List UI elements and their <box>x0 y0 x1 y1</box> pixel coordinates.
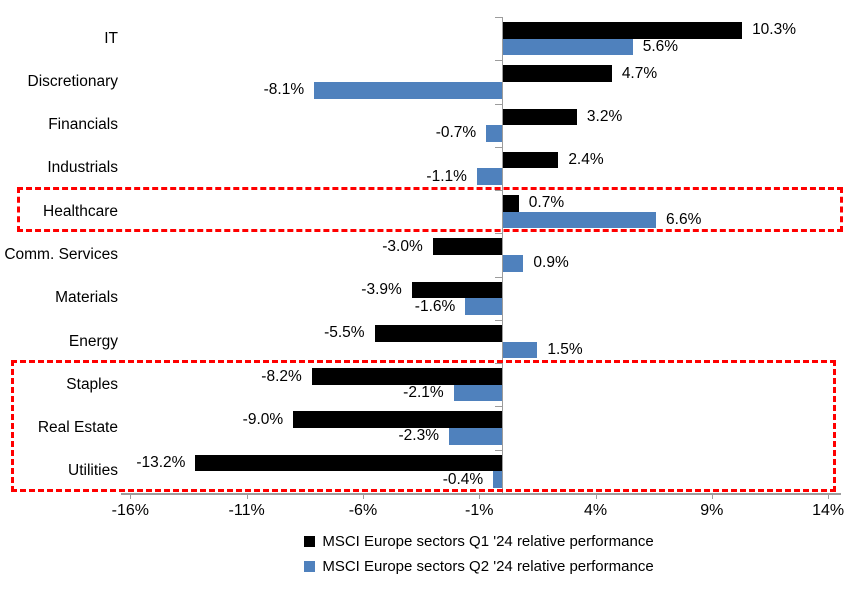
x-axis-tick-label: -6% <box>348 502 378 519</box>
y-axis-tick <box>494 449 502 451</box>
legend-label-q2: MSCI Europe sectors Q2 '24 relative perf… <box>322 558 654 575</box>
x-axis-line <box>121 493 841 495</box>
bar-q2-it <box>502 38 633 56</box>
value-label-q1-staples: -8.2% <box>261 367 302 385</box>
bar-q2-real-estate <box>449 428 503 445</box>
bar-q1-real-estate <box>293 411 503 429</box>
legend-item-q2: MSCI Europe sectors Q2 '24 relative perf… <box>304 558 654 575</box>
y-axis-tick <box>494 190 502 192</box>
x-axis-tick <box>828 493 830 499</box>
value-label-q1-financials: 3.2% <box>586 107 623 125</box>
x-axis-tick-label: 9% <box>700 502 724 519</box>
value-label-q2-real-estate: -2.3% <box>398 427 440 445</box>
value-label-q2-materials: -1.6% <box>414 297 456 315</box>
x-axis-tick <box>595 493 597 499</box>
value-label-q2-discretionary: -8.1% <box>263 81 305 99</box>
bar-q2-materials <box>465 298 503 315</box>
y-axis-tick <box>494 60 502 62</box>
bar-q1-industrials <box>502 151 559 169</box>
value-label-q1-utilities: -13.2% <box>136 454 186 472</box>
value-label-q2-industrials: -1.1% <box>426 167 467 185</box>
value-label-q2-energy: 1.5% <box>547 340 583 358</box>
y-axis-tick <box>494 363 502 365</box>
bar-q1-financials <box>502 108 577 126</box>
category-label-industrials: Industrials <box>47 159 118 177</box>
value-label-q2-staples: -2.1% <box>403 384 444 402</box>
category-label-comm-services: Comm. Services <box>4 245 118 263</box>
healthcare-highlight-box <box>17 187 843 233</box>
bar-q1-utilities <box>195 454 503 472</box>
bar-q2-financials <box>486 125 503 142</box>
category-label-staples: Staples <box>66 375 118 393</box>
category-label-discretionary: Discretionary <box>27 72 118 90</box>
x-axis-tick <box>711 493 713 499</box>
x-axis-tick <box>362 493 364 499</box>
x-axis-tick-label: 4% <box>583 502 608 519</box>
y-axis-tick <box>494 406 502 408</box>
category-label-financials: Financials <box>48 116 118 134</box>
bar-q1-healthcare <box>502 195 519 212</box>
category-label-energy: Energy <box>68 332 118 350</box>
legend-item-q1: MSCI Europe sectors Q1 '24 relative perf… <box>304 533 654 550</box>
x-axis-tick-label: -16% <box>111 502 150 519</box>
bar-q2-discretionary <box>314 81 503 99</box>
category-label-it: IT <box>104 29 118 47</box>
x-axis-tick <box>130 493 132 499</box>
category-label-materials: Materials <box>55 289 118 307</box>
bar-q2-industrials <box>476 168 503 186</box>
bar-q2-staples <box>453 384 503 402</box>
legend-swatch-q2-icon <box>304 561 316 572</box>
value-label-q1-materials: -3.9% <box>361 280 402 298</box>
y-axis-tick <box>494 103 502 105</box>
x-axis-tick-label: 14% <box>812 502 845 519</box>
value-label-q2-healthcare: 6.6% <box>666 211 702 229</box>
x-axis-tick <box>246 493 248 499</box>
bar-q2-energy <box>502 341 538 359</box>
defensives-highlight-box <box>11 360 836 492</box>
bar-q1-comm-services <box>432 238 503 255</box>
bar-q1-it <box>502 22 743 39</box>
y-axis-tick <box>494 17 502 18</box>
y-axis-tick <box>494 319 502 321</box>
value-label-q2-utilities: -0.4% <box>442 470 484 488</box>
legend-swatch-q1-icon <box>304 536 316 547</box>
value-label-q1-real-estate: -9.0% <box>242 410 284 428</box>
value-label-q1-energy: -5.5% <box>324 324 365 342</box>
value-label-q1-it: 10.3% <box>752 21 797 39</box>
legend-label-q1: MSCI Europe sectors Q1 '24 relative perf… <box>322 533 654 550</box>
bar-q2-comm-services <box>502 255 524 272</box>
x-axis-tick-label: -11% <box>228 502 265 519</box>
bar-q1-energy <box>374 324 503 342</box>
category-label-utilities: Utilities <box>68 462 118 480</box>
category-label-real-estate: Real Estate <box>37 419 118 437</box>
value-label-q2-it: 5.6% <box>642 37 679 55</box>
value-label-q1-industrials: 2.4% <box>568 151 604 169</box>
value-label-q1-healthcare: 0.7% <box>528 194 565 212</box>
bar-q2-healthcare <box>502 211 657 229</box>
x-axis-tick-label: -1% <box>465 502 494 519</box>
bar-q2-utilities <box>493 471 503 488</box>
y-axis-tick <box>494 233 502 235</box>
y-axis-line <box>501 17 503 493</box>
y-axis-tick <box>494 146 502 148</box>
y-axis-tick <box>494 276 502 278</box>
category-label-healthcare: Healthcare <box>43 202 118 220</box>
value-label-q2-comm-services: 0.9% <box>533 254 569 272</box>
bar-q1-staples <box>311 368 503 385</box>
bar-q1-discretionary <box>502 65 612 82</box>
bar-q1-materials <box>411 281 503 299</box>
value-label-q2-financials: -0.7% <box>435 124 477 142</box>
value-label-q1-comm-services: -3.0% <box>382 237 423 255</box>
x-axis-tick <box>479 493 481 499</box>
value-label-q1-discretionary: 4.7% <box>621 64 658 82</box>
chart-legend: MSCI Europe sectors Q1 '24 relative perf… <box>106 533 852 575</box>
